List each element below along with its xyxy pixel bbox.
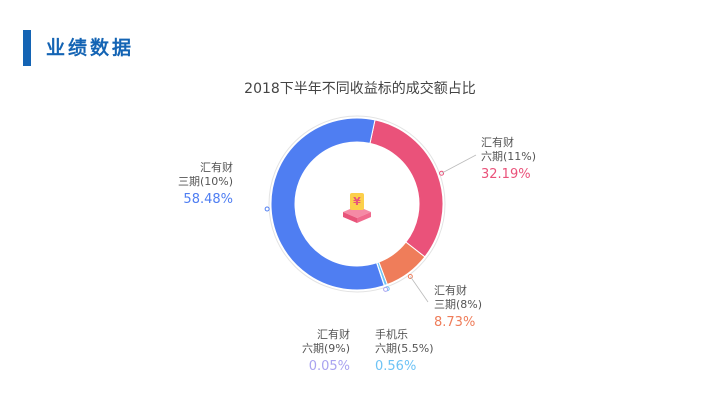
slice-name-label: 三期(10%)	[178, 175, 233, 188]
slice-name-label: 三期(8%)	[434, 298, 482, 311]
header-accent-bar	[23, 30, 31, 66]
leader-line	[441, 154, 477, 174]
outer-guide-ring	[268, 115, 446, 293]
slice-name-label: 汇有财	[200, 160, 233, 174]
slice-name-label: 六期(11%)	[481, 150, 536, 163]
svg-text:¥: ¥	[353, 195, 361, 208]
slice-name-label: 六期(9%)	[302, 342, 350, 355]
slice-value-label: 0.56%	[375, 359, 416, 374]
slice-value-label: 32.19%	[481, 167, 531, 182]
leader-dot	[383, 286, 389, 292]
slice-name-label: 汇有财	[481, 135, 514, 149]
slice-name-label: 六期(5.5%)	[375, 342, 434, 355]
leader-line	[409, 276, 429, 303]
page-title: 业绩数据	[46, 37, 135, 59]
slice-name-label: 手机乐	[375, 327, 408, 341]
leader-dot	[264, 206, 270, 212]
slice-name-label: 汇有财	[317, 327, 350, 341]
slice-value-label: 58.48%	[183, 192, 233, 207]
donut-slice	[270, 117, 385, 291]
slice-name-label: 汇有财	[434, 283, 467, 297]
chart-title: 2018下半年不同收益标的成交额占比	[244, 81, 476, 97]
money-box-icon: ¥	[343, 193, 371, 223]
slice-value-label: 8.73%	[434, 315, 475, 330]
slice-value-label: 0.05%	[309, 359, 350, 374]
